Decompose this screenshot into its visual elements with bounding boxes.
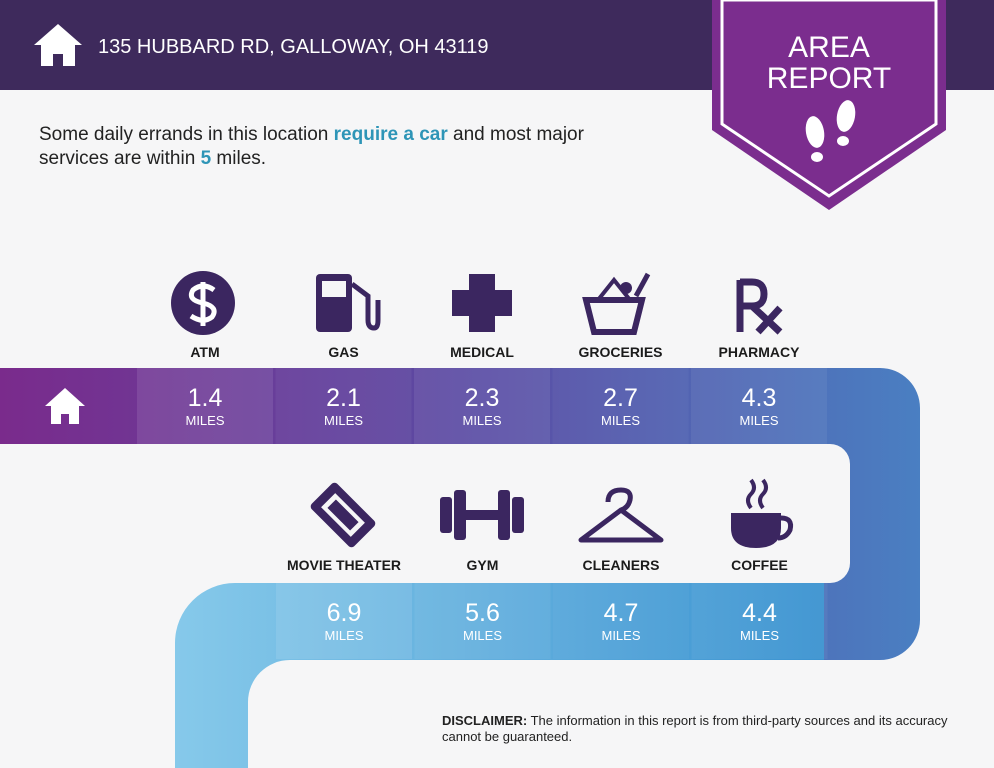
service-name: GAS: [328, 344, 358, 360]
badge-border: [720, 0, 938, 198]
service-distance: 4.4: [742, 599, 777, 627]
service-unit: MILES: [740, 628, 779, 643]
service-distance: 4.3: [742, 384, 777, 412]
summary-highlight: require a car: [334, 124, 449, 145]
service-name: ATM: [190, 344, 219, 360]
service-unit: MILES: [601, 413, 640, 428]
service-unit: MILES: [324, 413, 363, 428]
path-band: [0, 368, 920, 660]
service-distance: 2.1: [326, 384, 361, 412]
service-tile: [691, 368, 827, 444]
icons: [171, 271, 794, 548]
service-name: CLEANERS: [582, 557, 659, 573]
path-band: [175, 583, 825, 768]
summary: services are within 5 miles.: [0, 148, 282, 169]
service-unit: MILES: [601, 628, 640, 643]
service-unit: MILES: [739, 413, 778, 428]
summary-highlight: 5: [201, 148, 212, 169]
service-name: PHARMACY: [719, 344, 801, 360]
service-tile: [691, 583, 828, 659]
service-unit: MILES: [463, 628, 502, 643]
service-tile: [276, 583, 412, 659]
service-unit: MILES: [324, 628, 363, 643]
service-tile: [414, 368, 550, 444]
service-name: MEDICAL: [450, 344, 514, 360]
service-distance: 6.9: [327, 599, 362, 627]
disclaimer: DISCLAIMER: The information in this repo…: [442, 713, 957, 745]
summary: Some daily errands in this location requ…: [0, 124, 600, 145]
service-name: MOVIE THEATER: [287, 557, 401, 573]
service-name: COFFEE: [731, 557, 788, 573]
badge-title: REPORT: [767, 62, 891, 95]
service-name: GYM: [467, 557, 499, 573]
home-icon: [34, 24, 82, 66]
service-tile: [275, 368, 412, 444]
service-distance: 4.7: [604, 599, 639, 627]
address: 135 HUBBARD RD, GALLOWAY, OH 43119: [98, 36, 489, 58]
home-icon: [45, 388, 85, 424]
badge-title: AREA: [788, 31, 870, 64]
disclaimer-text: The information in this report is from t…: [442, 713, 948, 744]
service-tile: [552, 368, 689, 444]
service-distance: 5.6: [465, 599, 500, 627]
service-unit: MILES: [462, 413, 501, 428]
service-tile: [414, 583, 551, 659]
summary-text: Some daily errands in this location: [39, 124, 334, 145]
summary-text: services are within: [39, 148, 201, 169]
service-unit: MILES: [185, 413, 224, 428]
disclaimer-label: DISCLAIMER:: [442, 713, 528, 728]
service-distance: 1.4: [188, 384, 223, 412]
service-name: GROCERIES: [578, 344, 662, 360]
summary-text: miles.: [211, 148, 266, 169]
summary-text: and most major: [448, 124, 585, 145]
footprints: [805, 100, 856, 162]
service-distance: 2.3: [465, 384, 500, 412]
service-distance: 2.7: [603, 384, 638, 412]
service-tile: [137, 368, 273, 444]
